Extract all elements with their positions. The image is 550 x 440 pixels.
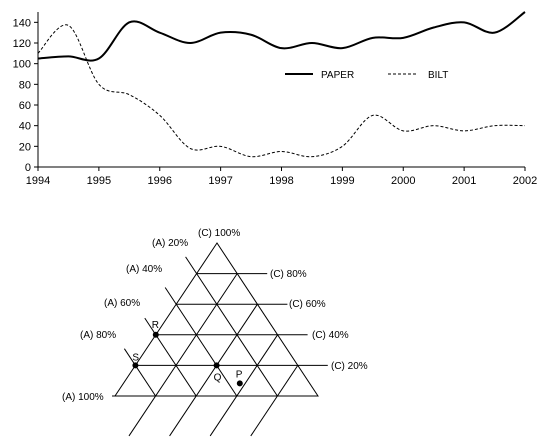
ternary-point-label: R — [152, 320, 159, 331]
series-line-bilt — [37, 24, 526, 158]
ternary-point-label: P — [236, 369, 243, 380]
legend-label-bilt: BILT — [428, 70, 448, 81]
ternary-outline — [114, 242, 319, 397]
grid-line-a — [164, 287, 238, 397]
ternary-a-label: (A) 60% — [104, 298, 140, 309]
x-tick-label: 1995 — [87, 175, 111, 187]
ternary-a-label: (A) 40% — [126, 264, 162, 275]
grid-line-b — [209, 334, 279, 437]
ternary-point-r — [152, 331, 159, 338]
x-tick-label: 1994 — [26, 175, 50, 187]
ternary-c-label: (C) 40% — [312, 330, 349, 341]
grid-line-b — [128, 273, 238, 437]
y-tick-label: 140 — [13, 17, 31, 29]
ternary-point-p — [236, 380, 243, 387]
x-tick-label: 1998 — [269, 175, 293, 187]
grid-line-b — [250, 365, 299, 437]
x-tick-label: 1996 — [148, 175, 172, 187]
x-tick-label: 1997 — [208, 175, 232, 187]
y-tick-label: 80 — [19, 79, 31, 91]
ternary-c-label: (C) 20% — [331, 361, 368, 372]
x-tick-label: 2000 — [391, 175, 415, 187]
ternary-a-label: (A) 20% — [152, 238, 188, 249]
x-tick-label: 2001 — [452, 175, 476, 187]
y-tick-label: 120 — [13, 38, 31, 50]
grid-line-b — [169, 303, 258, 437]
ternary-point-q — [213, 362, 220, 369]
ternary-c-label: (C) 80% — [270, 269, 307, 280]
ternary-c-label: (C) 60% — [289, 299, 326, 310]
ternary-a-label: (A) 80% — [80, 330, 116, 341]
grid-line-a — [123, 348, 157, 397]
x-tick-label: 2002 — [513, 175, 537, 187]
ternary-point-s — [132, 362, 139, 369]
y-tick-label: 40 — [19, 121, 31, 133]
ternary-point-label: Q — [214, 372, 222, 383]
legend-label-paper: PAPER — [321, 70, 354, 81]
ternary-point-label: S — [132, 352, 139, 363]
grid-line-a — [144, 317, 197, 397]
y-tick-label: 100 — [13, 59, 31, 71]
series-line-paper — [37, 11, 526, 62]
grid-line-a — [185, 256, 278, 397]
line-chart: 0 20 40 60 80 100 120 140 1994 1995 1996 1997 1998 19… — [13, 11, 537, 187]
x-tick-label: 1999 — [330, 175, 354, 187]
y-tick-label: 20 — [19, 141, 31, 153]
ternary-c-label: (C) 100% — [198, 228, 240, 239]
y-tick-label: 60 — [19, 100, 31, 112]
y-tick-label: 0 — [25, 162, 31, 174]
ternary-a-label: (A) 100% — [62, 392, 104, 403]
